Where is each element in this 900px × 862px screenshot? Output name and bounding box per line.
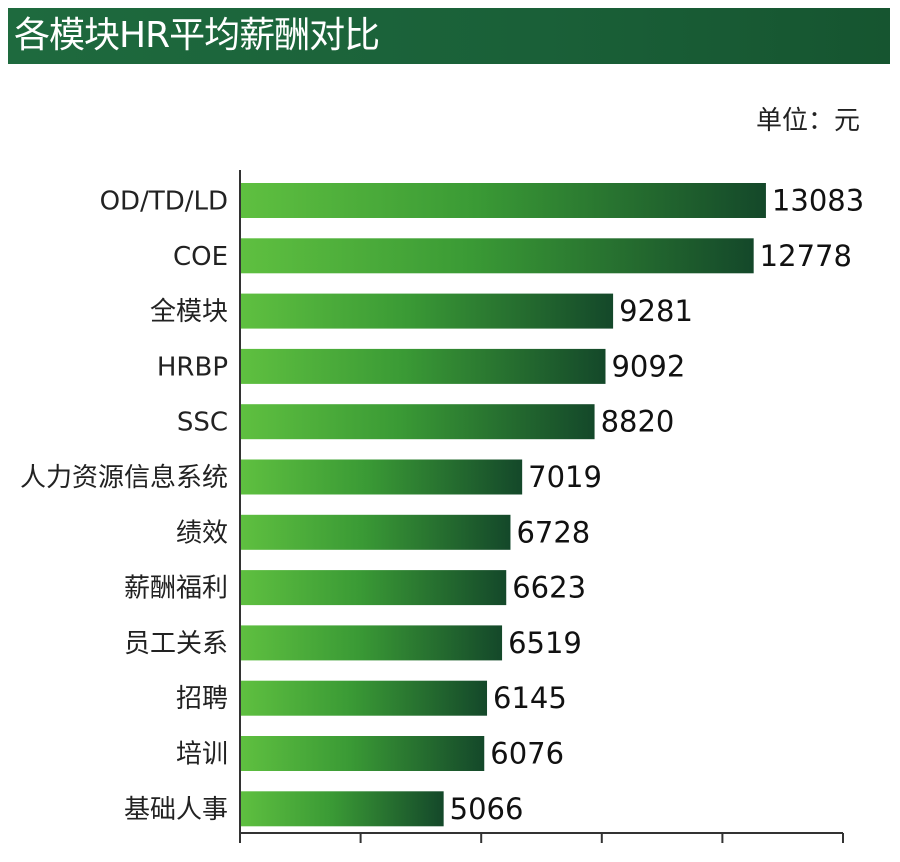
- value-label: 9092: [611, 349, 685, 383]
- category-label: 薪酬福利: [124, 574, 228, 604]
- category-label: 全模块: [150, 297, 228, 327]
- bar-4: [240, 404, 595, 440]
- bar-11: [240, 791, 444, 827]
- category-label: 绩效: [176, 518, 228, 548]
- bar-8: [240, 625, 503, 661]
- value-label: 6519: [508, 626, 582, 660]
- bar-9: [240, 680, 488, 716]
- value-label: 13083: [772, 184, 864, 218]
- bar-7: [240, 570, 507, 606]
- title-bar: 各模块HR平均薪酬对比: [8, 8, 890, 64]
- category-label: 基础人事: [124, 795, 228, 825]
- category-label: OD/TD/LD: [100, 187, 228, 217]
- bar-6: [240, 514, 511, 550]
- unit-label: 单位：元: [755, 106, 860, 136]
- category-label: COE: [173, 242, 228, 272]
- category-label: SSC: [177, 408, 228, 438]
- value-label: 12778: [760, 239, 852, 273]
- value-label: 6076: [490, 737, 564, 771]
- bar-10: [240, 736, 485, 771]
- bar-5: [240, 459, 523, 495]
- category-label: 员工关系: [124, 629, 228, 659]
- value-label: 6145: [493, 681, 567, 715]
- value-label: 6728: [516, 515, 590, 549]
- bar-0: [240, 183, 766, 218]
- category-label: 培训: [176, 740, 228, 770]
- category-label: 人力资源信息系统: [20, 463, 228, 493]
- category-label: 招聘: [176, 684, 228, 714]
- value-label: 5066: [450, 792, 524, 826]
- value-label: 7019: [528, 460, 602, 494]
- bar-2: [240, 293, 614, 329]
- category-label: HRBP: [157, 352, 228, 382]
- bar-3: [240, 348, 606, 384]
- value-label: 9281: [619, 294, 693, 328]
- value-label: 8820: [601, 405, 675, 439]
- value-label: 6623: [512, 571, 586, 605]
- bar-1: [240, 238, 754, 274]
- chart-title: 各模块HR平均薪酬对比: [14, 15, 380, 56]
